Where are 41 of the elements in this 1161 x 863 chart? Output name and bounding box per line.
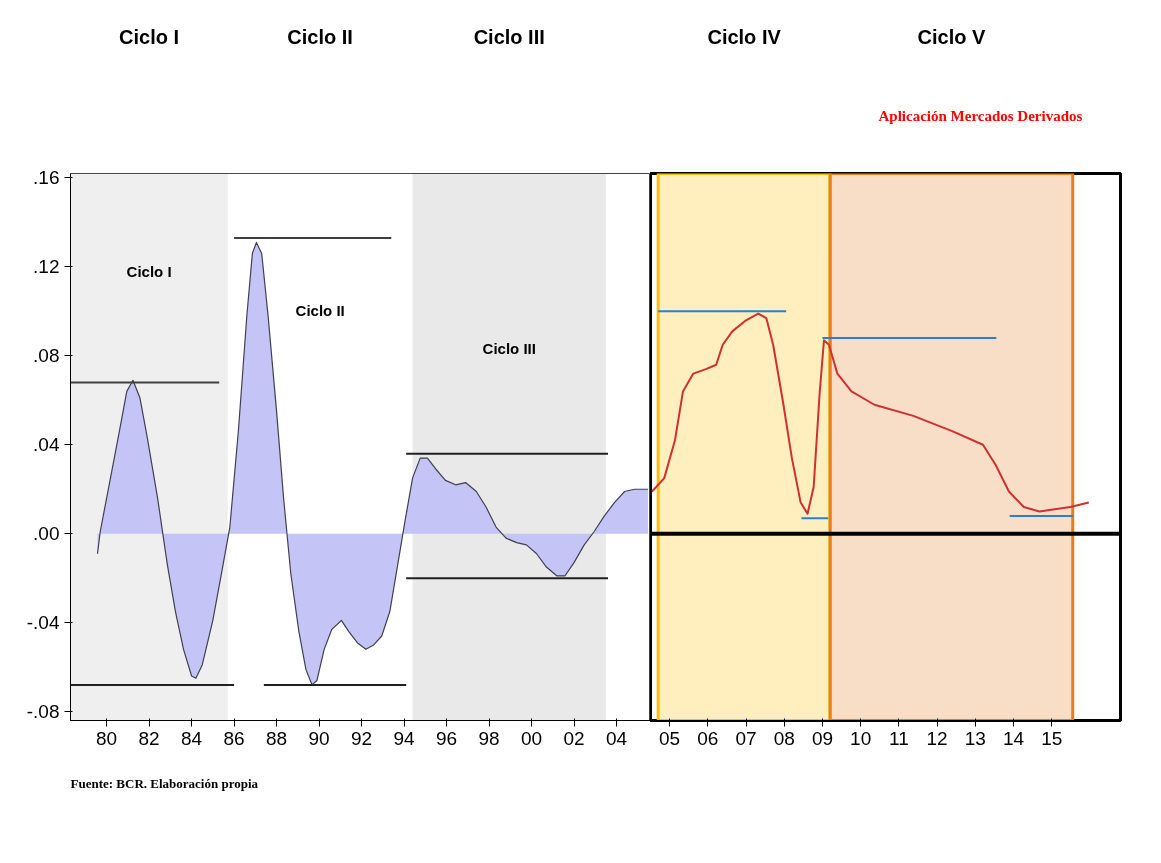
text: Ciclo V [917, 25, 986, 48]
y-tick-label: .04 [33, 434, 60, 456]
x-tick-label: 09 [811, 727, 834, 749]
x-tick-label: 15 [1041, 727, 1063, 749]
text: Ciclo II [287, 25, 353, 48]
x-tick-label: 00 [520, 727, 543, 749]
text: Ciclo III [473, 25, 545, 48]
x-tick-label: 88 [266, 727, 288, 749]
x-tick-label: 10 [850, 727, 872, 749]
x-tick-label: 98 [478, 727, 500, 749]
x-tick-label: 90 [308, 727, 330, 749]
x-tick-label: 94 [393, 727, 416, 749]
source-note: Fuente: BCR. Elaboración propia [70, 775, 259, 791]
x-tick-label: 92 [351, 727, 373, 749]
y-tick-label: -.04 [26, 612, 60, 634]
x-tick-label: 08 [773, 727, 795, 749]
y-tick-label: .08 [33, 345, 60, 367]
text: Ciclo I [119, 25, 180, 48]
x-tick-label: 04 [605, 727, 628, 749]
x-tick-label: 05 [659, 727, 681, 749]
y-tick-label: .00 [33, 523, 60, 545]
y-tick-label: .12 [33, 256, 60, 278]
x-tick-label: 84 [181, 727, 203, 749]
x-tick-label: 14 [1002, 727, 1025, 749]
x-tick-label: 86 [223, 727, 245, 749]
x-tick-label: 11 [889, 727, 909, 749]
x-tick-label: 07 [735, 727, 757, 749]
x-tick-label: 02 [563, 727, 585, 749]
text: Ciclo IV [707, 25, 782, 48]
text: Aplicación Mercados Derivados [878, 108, 1083, 124]
y-tick-label: .16 [33, 167, 60, 189]
x-tick-label: 06 [697, 727, 719, 749]
x-tick-label: 96 [435, 727, 458, 749]
band-label: Ciclo III [482, 340, 536, 358]
x-tick-label: 82 [138, 727, 160, 749]
x-tick-label: 80 [96, 727, 118, 749]
y-tick-label: -.08 [26, 701, 60, 723]
x-tick-label: 13 [964, 727, 986, 749]
x-tick-label: 12 [926, 727, 948, 749]
band-label: Ciclo II [295, 301, 345, 319]
band-label: Ciclo I [126, 263, 172, 281]
